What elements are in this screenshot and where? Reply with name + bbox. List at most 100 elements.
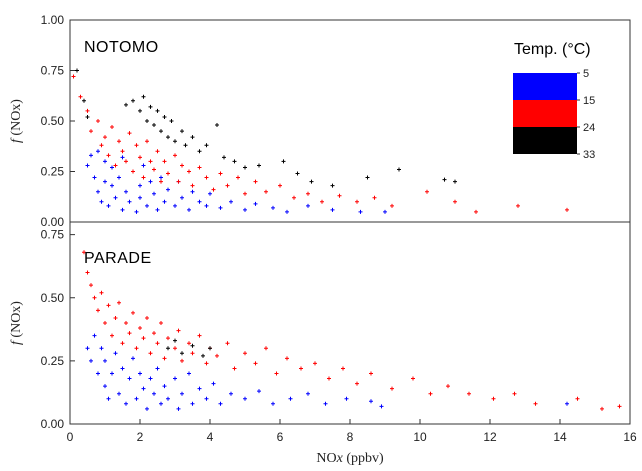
data-point [96, 149, 100, 154]
x-tick-label: 10 [413, 430, 427, 444]
data-point [330, 207, 335, 212]
data-point [453, 199, 457, 204]
data-point [446, 384, 450, 389]
data-point [575, 396, 580, 401]
x-tick-label: 2 [137, 430, 144, 444]
data-point [141, 336, 146, 341]
data-point [113, 351, 118, 356]
data-point [148, 351, 153, 356]
legend-tick-label: 33 [583, 149, 595, 161]
data-point [124, 159, 128, 164]
data-point [117, 391, 121, 396]
data-point [204, 396, 209, 401]
data-point [218, 401, 223, 406]
data-point [152, 331, 156, 336]
data-point [162, 159, 167, 164]
legend: Temp. (°C) 5 15 24 33 [513, 41, 595, 161]
x-tick-label: 12 [483, 430, 497, 444]
data-point [124, 189, 128, 194]
data-point [180, 391, 184, 396]
y-axis-label-rest: (NOx) [9, 99, 24, 139]
data-point [96, 371, 100, 376]
data-point [243, 396, 247, 401]
data-point [110, 165, 114, 170]
data-point [127, 331, 132, 336]
data-point [85, 163, 90, 168]
data-point [145, 139, 149, 144]
data-point [162, 199, 167, 204]
data-point [82, 98, 86, 103]
data-point [190, 189, 195, 194]
data-point [141, 386, 146, 391]
data-point [141, 175, 146, 180]
legend-band [513, 100, 577, 127]
data-point [120, 366, 125, 371]
data-point [295, 171, 300, 176]
data-point [379, 404, 384, 409]
data-point [428, 391, 433, 396]
data-point [204, 143, 209, 148]
data-point [85, 270, 90, 275]
y-axis-label-rest: (NOx) [9, 301, 24, 341]
data-point [127, 376, 132, 381]
data-point [180, 358, 184, 363]
y-tick-label: 0.50 [41, 291, 65, 305]
data-point [96, 119, 100, 123]
data-point [155, 108, 160, 113]
data-point [92, 175, 97, 180]
x-ticks-parade: 0 2 4 6 8 10 12 14 16 [67, 419, 637, 444]
y-tick-label: 0.25 [41, 354, 65, 368]
data-point [229, 391, 233, 396]
data-point [190, 401, 195, 406]
data-point [183, 143, 188, 148]
data-point [103, 179, 107, 184]
data-point [211, 187, 216, 192]
data-point [152, 191, 156, 196]
data-point [110, 183, 114, 188]
legend-tick-label: 24 [583, 122, 595, 134]
data-point [285, 356, 289, 361]
data-point [285, 209, 289, 214]
data-point [208, 191, 212, 196]
data-point [173, 203, 177, 208]
data-point [337, 193, 342, 198]
data-point [397, 167, 401, 172]
data-point [215, 353, 219, 358]
data-point [166, 396, 170, 401]
data-point [264, 189, 268, 194]
data-point [218, 205, 223, 210]
data-point [127, 199, 132, 204]
data-point [204, 203, 209, 208]
data-point [292, 195, 296, 200]
y-ticks-notomo: 0.00 0.25 0.50 0.75 1.00 [41, 13, 75, 229]
data-point [197, 333, 202, 338]
x-axis-label-main: NO [316, 451, 336, 466]
data-point [341, 366, 345, 371]
data-point [155, 207, 160, 212]
data-point [271, 205, 275, 210]
data-point [176, 406, 181, 411]
y-axis-label-parade: f (NOx) [9, 301, 24, 345]
data-point [253, 201, 258, 206]
data-point [453, 179, 457, 184]
data-point [306, 203, 310, 208]
data-point [257, 163, 261, 168]
data-point [243, 207, 247, 212]
data-point [327, 376, 331, 381]
data-point [204, 175, 209, 180]
data-point [190, 343, 195, 348]
data-point [106, 303, 111, 308]
data-point [208, 346, 212, 351]
data-point [124, 102, 128, 107]
data-point [96, 189, 100, 194]
data-point [134, 396, 139, 401]
data-point [232, 159, 237, 164]
data-point [110, 371, 114, 376]
legend-band [513, 73, 577, 100]
data-point [162, 384, 167, 389]
data-point [306, 191, 310, 196]
data-point [257, 389, 261, 394]
data-point [120, 155, 125, 160]
data-point [85, 108, 90, 113]
